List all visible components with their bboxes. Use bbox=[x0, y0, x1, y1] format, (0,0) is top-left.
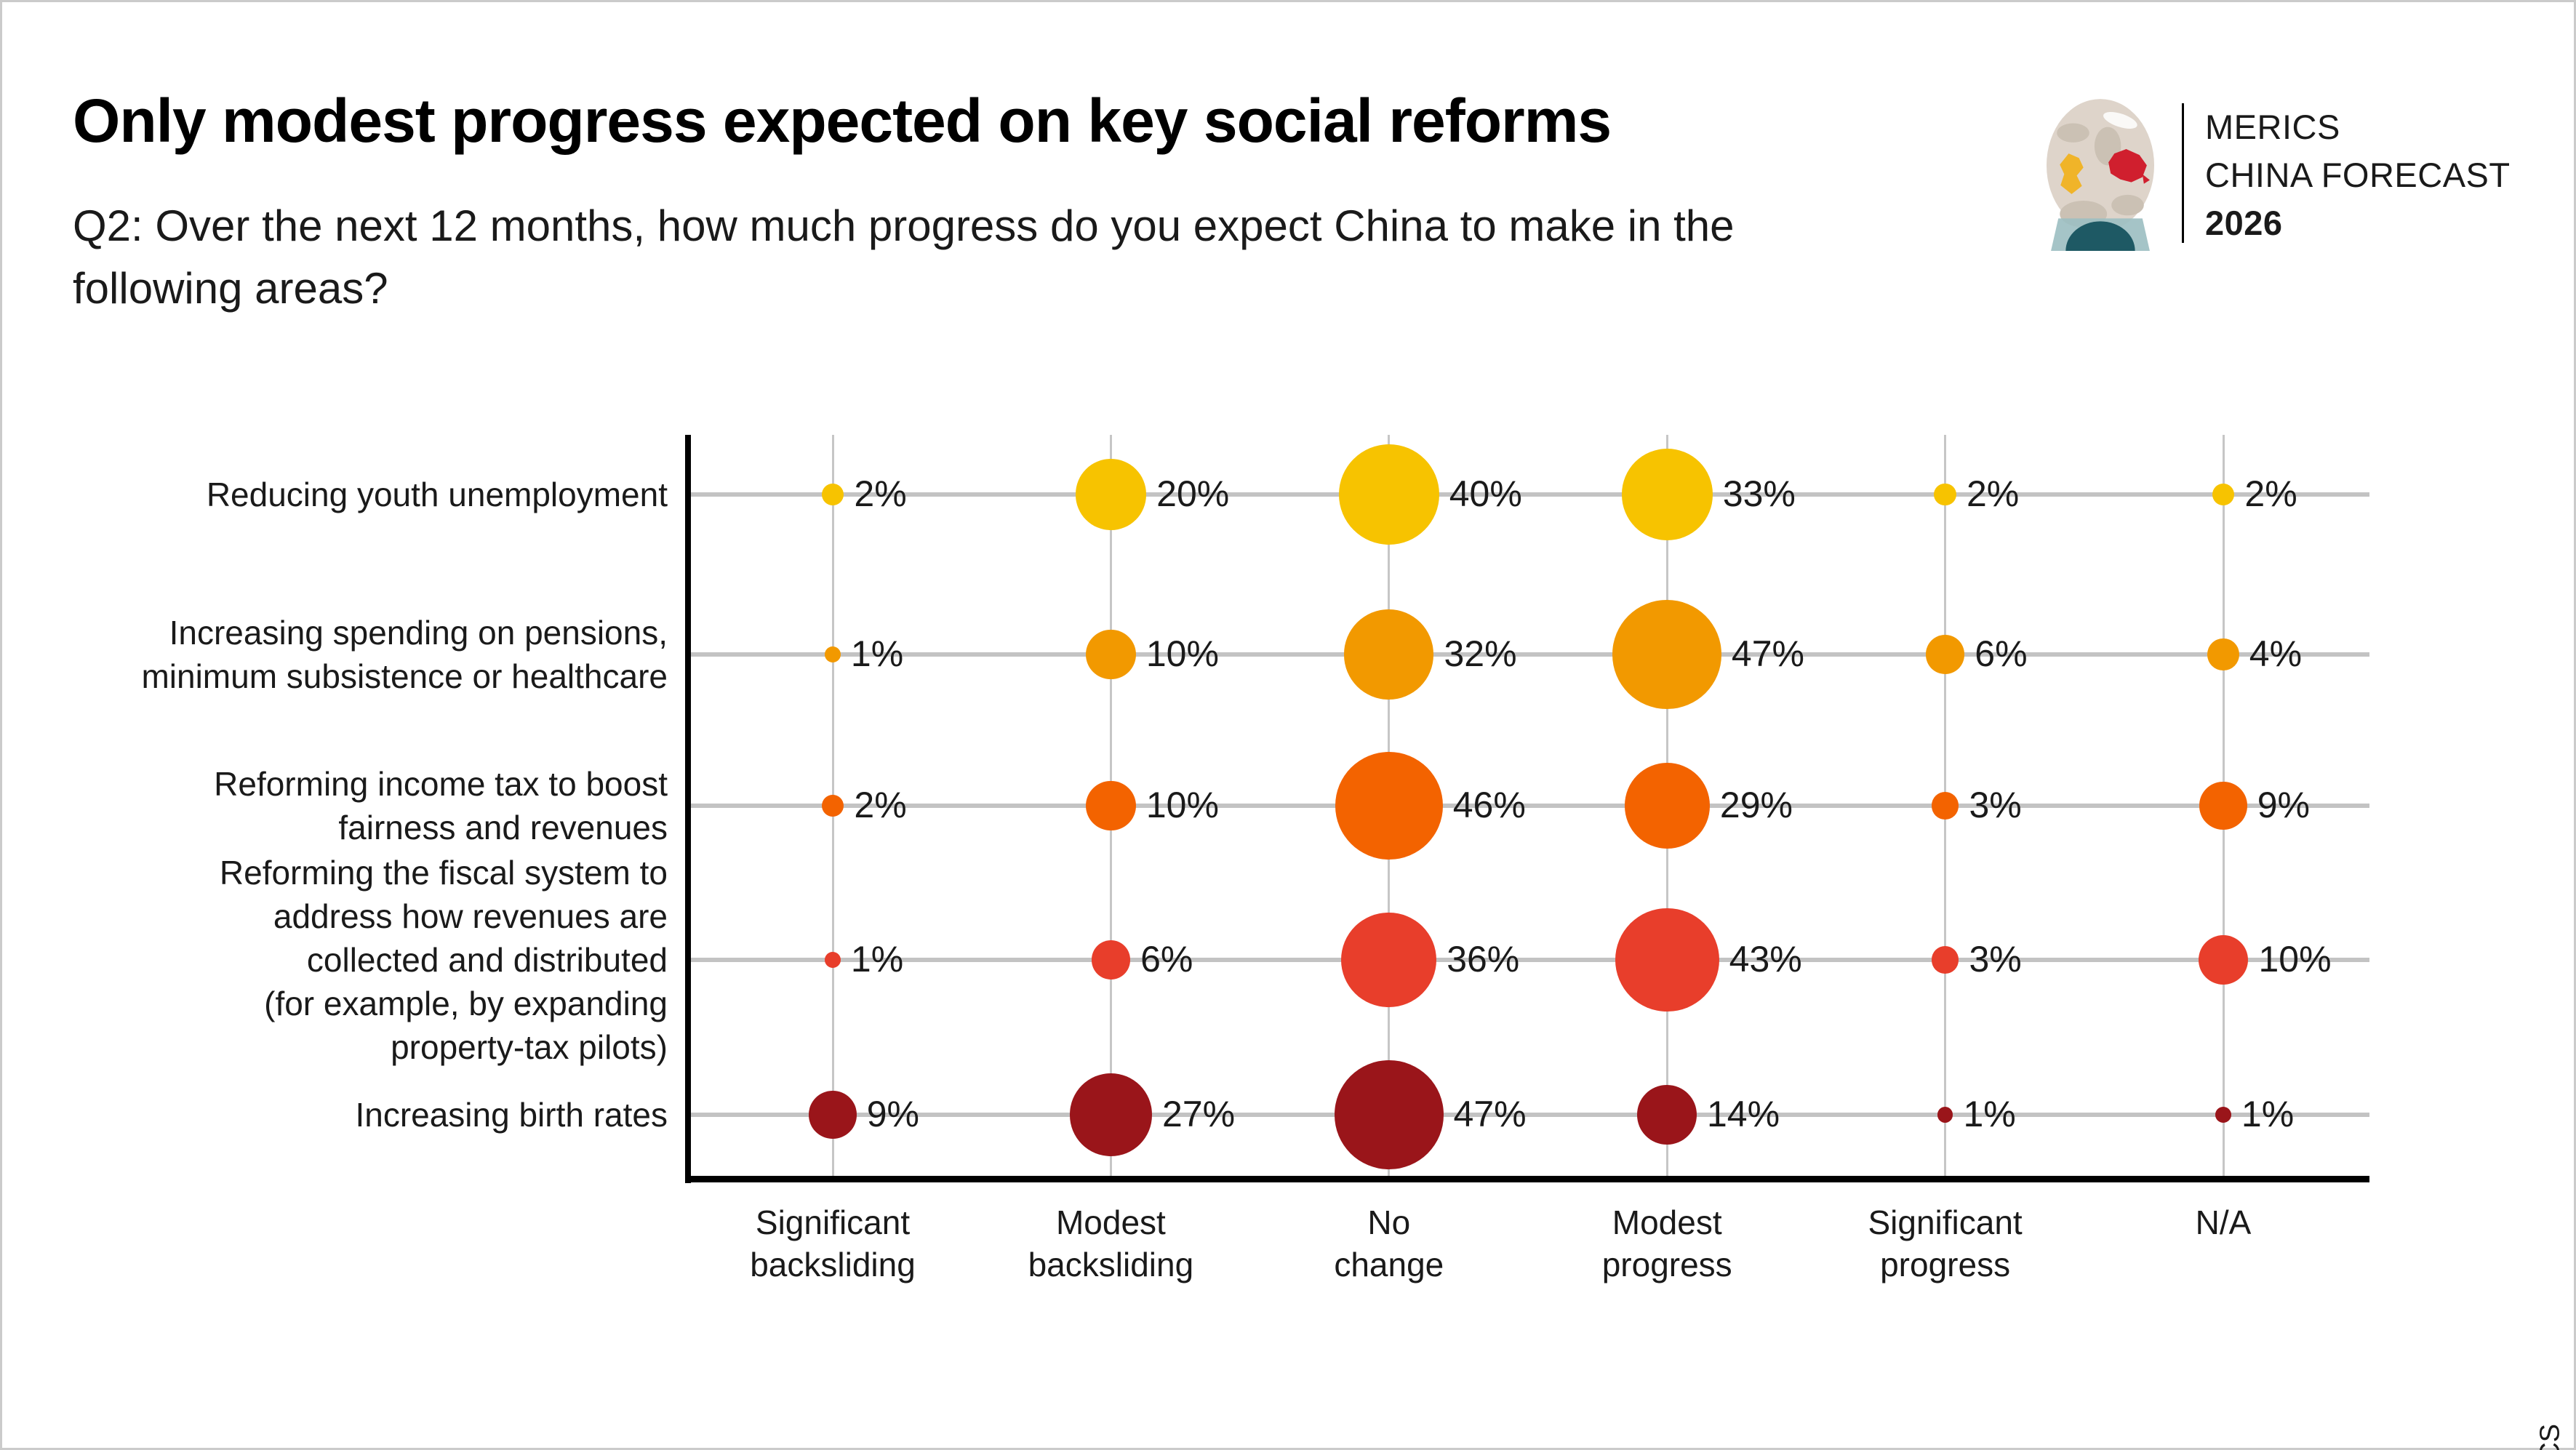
bubble-value-label: 47% bbox=[1453, 1093, 1527, 1134]
bubble-value-label: 4% bbox=[2249, 633, 2303, 674]
bubble bbox=[2212, 483, 2235, 506]
x-axis-category-label: No change bbox=[1334, 1203, 1444, 1283]
bubble-value-label: 2% bbox=[854, 473, 907, 514]
bubble bbox=[1925, 635, 1965, 674]
bubble-value-label: 14% bbox=[1706, 1093, 1780, 1134]
bubble-value-label: 40% bbox=[1449, 473, 1522, 514]
logo-text: MERICS CHINA FORECAST 2026 bbox=[2205, 103, 2511, 247]
bubble bbox=[1931, 946, 1959, 974]
snow-globe-icon bbox=[2046, 99, 2155, 251]
bubble bbox=[1069, 1073, 1153, 1156]
logo-line-china-forecast: CHINA FORECAST bbox=[2205, 156, 2511, 194]
bubble bbox=[1937, 1107, 1953, 1123]
bubble-value-label: 46% bbox=[1452, 784, 1526, 825]
bubble bbox=[825, 646, 841, 662]
row-gridline bbox=[691, 652, 2369, 657]
bubble-value-label: 9% bbox=[2257, 784, 2310, 825]
row-gridline bbox=[691, 1113, 2369, 1117]
bubble bbox=[1637, 1085, 1697, 1145]
row-label: Reducing youth unemployment bbox=[206, 476, 668, 513]
bubble bbox=[1934, 483, 1956, 506]
bubble bbox=[1335, 1060, 1444, 1169]
bubble bbox=[1612, 600, 1721, 709]
merics-logo: MERICS CHINA FORECAST 2026 bbox=[2029, 92, 2538, 259]
x-axis-category-label: Modest progress bbox=[1601, 1203, 1732, 1283]
europe-shape bbox=[2060, 153, 2084, 194]
bubble-value-label: 6% bbox=[1975, 633, 2028, 674]
logo-line-merics: MERICS bbox=[2205, 108, 2340, 146]
x-axis-category-label: N/A bbox=[2195, 1203, 2252, 1241]
bubble bbox=[2215, 1107, 2231, 1123]
bubble bbox=[1621, 449, 1713, 540]
bubble bbox=[1085, 629, 1136, 680]
bubble-value-label: 27% bbox=[1162, 1093, 1236, 1134]
bubble bbox=[1615, 908, 1719, 1012]
bubble-value-label: 43% bbox=[1729, 938, 1802, 980]
copyright-vertical-label: © MERICS bbox=[2535, 1424, 2566, 1450]
bubble-value-label: 47% bbox=[1731, 633, 1804, 674]
bubble-value-label: 3% bbox=[1969, 938, 2022, 980]
bubble-value-label: 36% bbox=[1447, 938, 1520, 980]
bubble-value-label: 29% bbox=[1719, 784, 1793, 825]
bubble-value-label: 10% bbox=[1145, 633, 1219, 674]
bubble-value-label: 9% bbox=[866, 1093, 919, 1134]
bubble-value-label: 2% bbox=[1967, 473, 2020, 514]
bubble bbox=[821, 483, 844, 506]
bubble bbox=[1624, 763, 1710, 849]
bubble bbox=[821, 794, 844, 817]
row-label: Reforming income tax to boost fairness a… bbox=[214, 765, 668, 846]
bubble-value-label: 1% bbox=[1963, 1093, 2016, 1134]
bubble bbox=[825, 952, 841, 968]
bubble-value-label: 1% bbox=[850, 633, 904, 674]
bubble-value-label: 10% bbox=[2258, 938, 2332, 980]
bubble bbox=[1075, 459, 1147, 530]
x-axis-category-label: Significant progress bbox=[1868, 1203, 2023, 1283]
bubble bbox=[809, 1091, 857, 1139]
bubble-value-label: 1% bbox=[850, 938, 904, 980]
row-label: Increasing birth rates bbox=[355, 1096, 668, 1134]
bubble-value-label: 6% bbox=[1140, 938, 1193, 980]
row-label: Increasing spending on pensions, minimum… bbox=[141, 614, 668, 695]
bubble bbox=[2199, 782, 2247, 830]
bubble bbox=[2198, 934, 2249, 985]
x-axis-category-label: Modest backsliding bbox=[1028, 1203, 1194, 1283]
row-gridline bbox=[691, 804, 2369, 808]
bubble-value-label: 2% bbox=[854, 784, 907, 825]
x-axis-line bbox=[685, 1176, 2369, 1182]
bubble bbox=[2207, 638, 2239, 670]
bubble bbox=[1091, 940, 1131, 980]
bubble bbox=[1085, 780, 1136, 831]
china-shape bbox=[2108, 149, 2147, 183]
bubble bbox=[1931, 792, 1959, 820]
bubble bbox=[1341, 912, 1437, 1008]
bubble-value-label: 2% bbox=[2244, 473, 2297, 514]
y-axis-line bbox=[685, 435, 691, 1183]
bubble-value-label: 32% bbox=[1444, 633, 1517, 674]
bubble bbox=[1344, 609, 1434, 700]
bubble bbox=[1338, 444, 1439, 545]
x-axis-category-label: Significant backsliding bbox=[750, 1203, 916, 1283]
page-title: Only modest progress expected on key soc… bbox=[73, 87, 1612, 155]
bubble-value-label: 10% bbox=[1145, 784, 1219, 825]
page-subtitle: Q2: Over the next 12 months, how much pr… bbox=[73, 201, 1735, 313]
bubble-value-label: 20% bbox=[1156, 473, 1230, 514]
logo-divider bbox=[2182, 103, 2184, 243]
logo-line-year: 2026 bbox=[2205, 204, 2283, 242]
globe-base-dome bbox=[2065, 221, 2135, 251]
row-label: Reforming the fiscal system to address h… bbox=[219, 854, 668, 1066]
bubble bbox=[1335, 752, 1443, 860]
row-gridline bbox=[691, 958, 2369, 962]
bubble-value-label: 3% bbox=[1969, 784, 2022, 825]
bubble-value-label: 33% bbox=[1722, 473, 1796, 514]
row-gridline bbox=[691, 492, 2369, 497]
bubble-value-label: 1% bbox=[2241, 1093, 2295, 1134]
